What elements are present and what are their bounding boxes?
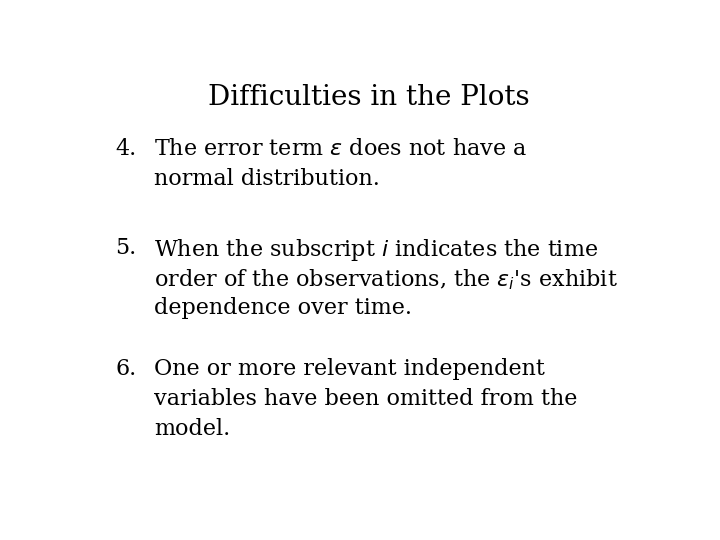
- Text: dependence over time.: dependence over time.: [154, 297, 412, 319]
- Text: One or more relevant independent: One or more relevant independent: [154, 358, 545, 380]
- Text: The error term $\varepsilon$ does not have a: The error term $\varepsilon$ does not ha…: [154, 138, 527, 159]
- Text: model.: model.: [154, 418, 230, 440]
- Text: When the subscript $i$ indicates the time: When the subscript $i$ indicates the tim…: [154, 238, 598, 264]
- Text: variables have been omitted from the: variables have been omitted from the: [154, 388, 577, 410]
- Text: Difficulties in the Plots: Difficulties in the Plots: [208, 84, 530, 111]
- Text: 4.: 4.: [115, 138, 136, 159]
- Text: 6.: 6.: [115, 358, 136, 380]
- Text: order of the observations, the $\varepsilon_i$'s exhibit: order of the observations, the $\varepsi…: [154, 267, 618, 292]
- Text: 5.: 5.: [115, 238, 136, 259]
- Text: normal distribution.: normal distribution.: [154, 167, 380, 190]
